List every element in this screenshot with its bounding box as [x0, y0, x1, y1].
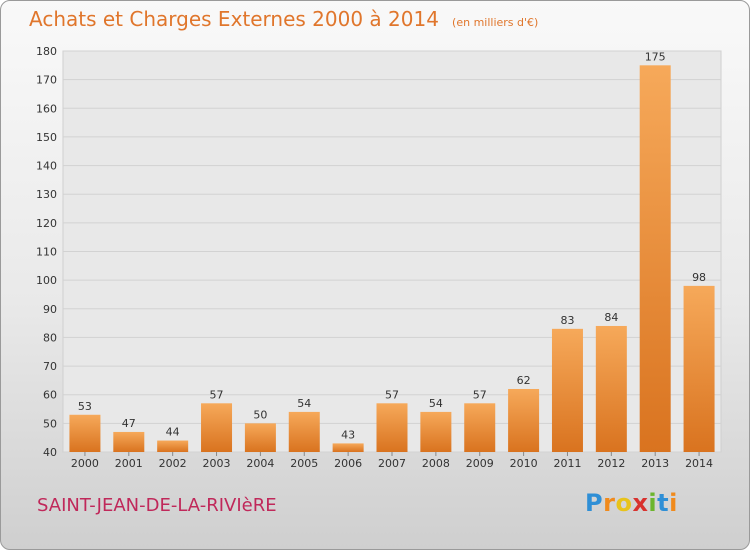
logo-letter: x: [632, 489, 649, 517]
value-label: 44: [166, 426, 180, 439]
x-tick-label: 2014: [685, 457, 713, 470]
value-label: 43: [341, 428, 355, 441]
x-tick-label: 2004: [246, 457, 274, 470]
y-tick-label: 100: [36, 274, 57, 287]
x-tick-label: 2005: [290, 457, 318, 470]
bar-2000: [69, 414, 101, 452]
bars: [69, 65, 715, 453]
x-tick-label: 2006: [334, 457, 362, 470]
bar-2009: [464, 403, 496, 452]
x-tick-label: 2009: [466, 457, 494, 470]
bar-2003: [201, 403, 233, 452]
x-tick-label: 2003: [203, 457, 231, 470]
y-tick-label: 70: [43, 360, 57, 373]
x-tick-label: 2007: [378, 457, 406, 470]
value-label: 54: [429, 397, 443, 410]
y-axis-ticks: 40 50 60 70 80 90 100 110 120 130 140 150 160 170 180: [36, 45, 57, 459]
x-tick-label: 2012: [597, 457, 625, 470]
logo-letter: r: [603, 489, 616, 517]
y-tick-label: 170: [36, 74, 57, 87]
value-label: 57: [473, 388, 487, 401]
bar-2013: [639, 65, 671, 453]
x-tick-label: 2010: [510, 457, 538, 470]
x-axis-ticks: 2000 2001 2002 2003 2004 2005 2006 2007 2008 2009…: [71, 452, 713, 470]
value-label: 84: [604, 311, 618, 324]
y-tick-label: 130: [36, 188, 57, 201]
bar-2001: [113, 431, 145, 452]
x-tick-label: 2002: [159, 457, 187, 470]
y-tick-label: 40: [43, 446, 57, 459]
value-label: 175: [645, 50, 666, 63]
logo-letter: o: [615, 489, 633, 517]
chart-title: Achats et Charges Externes 2000 à 2014: [29, 7, 439, 31]
title-row: Achats et Charges Externes 2000 à 2014 (…: [29, 7, 538, 31]
logo-letter: i: [648, 489, 658, 517]
bar-2010: [508, 388, 540, 452]
y-tick-label: 80: [43, 331, 57, 344]
x-tick-label: 2000: [71, 457, 99, 470]
logo-letter: P: [585, 489, 604, 517]
y-tick-label: 90: [43, 303, 57, 316]
bar-2007: [376, 403, 408, 452]
value-label: 50: [253, 408, 267, 421]
x-tick-label: 2011: [553, 457, 581, 470]
y-tick-label: 150: [36, 131, 57, 144]
value-label: 54: [297, 397, 311, 410]
value-labels: 53 47 44 57 50 54 43 57 54 57 62 83 84 175 98: [78, 50, 706, 441]
x-tick-label: 2013: [641, 457, 669, 470]
value-label: 53: [78, 400, 92, 413]
bar-2012: [595, 325, 627, 452]
chart-unit: (en milliers d'€): [452, 16, 539, 29]
value-label: 57: [210, 388, 224, 401]
bar-2014: [683, 285, 715, 452]
logo-letter: i: [669, 489, 678, 517]
y-tick-label: 110: [36, 246, 57, 259]
bar-2008: [420, 411, 452, 452]
bar-2004: [244, 423, 276, 452]
value-label: 98: [692, 271, 706, 284]
y-tick-label: 60: [43, 389, 57, 402]
y-tick-label: 160: [36, 102, 57, 115]
y-tick-label: 120: [36, 217, 57, 230]
x-tick-label: 2001: [115, 457, 143, 470]
value-label: 62: [517, 374, 531, 387]
bar-2005: [288, 411, 320, 452]
bar-2002: [157, 440, 189, 452]
bar-2011: [551, 328, 583, 452]
municipality-name: SAINT-JEAN-DE-LA-RIVIèRE: [37, 495, 277, 516]
logo-letter: t: [657, 489, 670, 517]
y-tick-label: 140: [36, 160, 57, 173]
x-tick-label: 2008: [422, 457, 450, 470]
value-label: 47: [122, 417, 136, 430]
y-tick-label: 50: [43, 417, 57, 430]
proxiti-logo[interactable]: Proxiti: [585, 489, 678, 517]
value-label: 57: [385, 388, 399, 401]
y-tick-label: 180: [36, 45, 57, 58]
bar-2006: [332, 443, 364, 452]
value-label: 83: [560, 314, 574, 327]
